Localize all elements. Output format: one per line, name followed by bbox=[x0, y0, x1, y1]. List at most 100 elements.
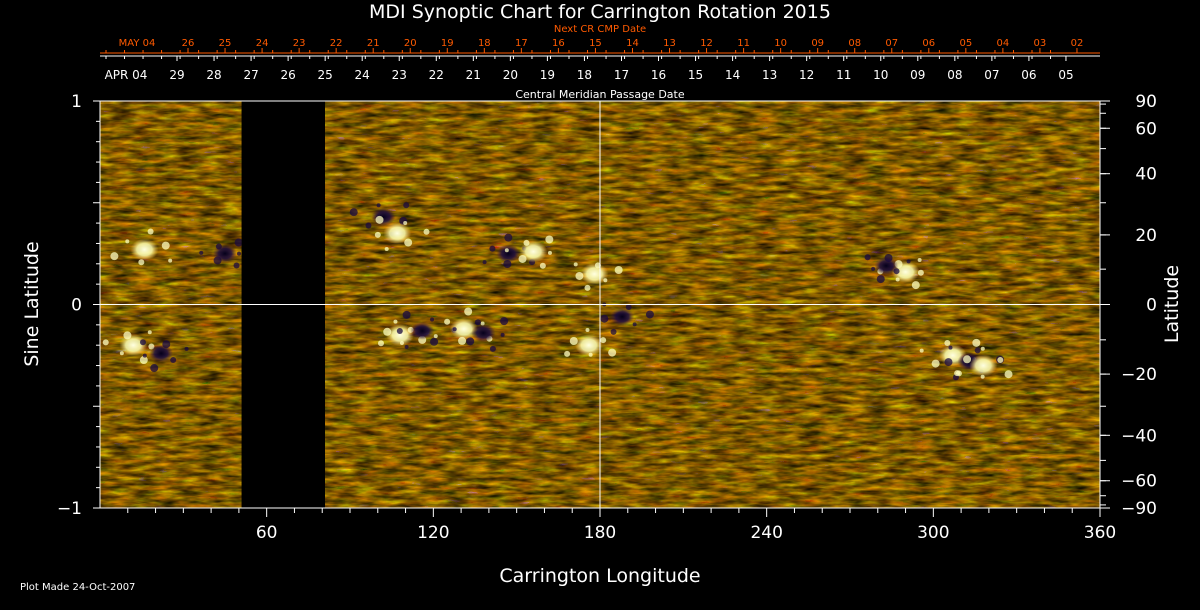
date-axis-label: 14 bbox=[725, 68, 740, 82]
network-dot bbox=[632, 322, 637, 327]
network-dot bbox=[504, 233, 513, 242]
plage-dot bbox=[403, 221, 408, 226]
y-right-tick-label: 0 bbox=[1146, 296, 1157, 316]
plage-dot bbox=[972, 338, 981, 347]
x-tick-label: 60 bbox=[256, 523, 278, 543]
date-axis-label: 07 bbox=[885, 38, 898, 49]
plage-dot bbox=[547, 250, 552, 255]
plage-dot bbox=[895, 277, 900, 282]
network-dot bbox=[142, 353, 147, 358]
negative-flux-region bbox=[874, 256, 899, 275]
date-axis-label: 18 bbox=[478, 38, 491, 49]
date-axis-label: 07 bbox=[984, 68, 999, 82]
network-dot bbox=[500, 332, 505, 337]
date-axis-label: 09 bbox=[811, 38, 824, 49]
plage-dot bbox=[954, 370, 961, 377]
chart-title: MDI Synoptic Chart for Carrington Rotati… bbox=[369, 1, 831, 23]
date-axis-label: 13 bbox=[663, 38, 676, 49]
y-right-tick-label: 40 bbox=[1135, 165, 1157, 185]
plage-dot bbox=[147, 228, 154, 235]
plage-dot bbox=[564, 350, 571, 357]
plage-dot bbox=[997, 356, 1004, 363]
plage-dot bbox=[393, 319, 398, 324]
y-left-tick-label: 1 bbox=[71, 92, 82, 112]
date-axis-label: 17 bbox=[614, 68, 629, 82]
date-axis-label: 14 bbox=[626, 38, 639, 49]
date-axis-label: 10 bbox=[873, 68, 888, 82]
network-dot bbox=[884, 253, 893, 262]
network-dot bbox=[150, 364, 159, 373]
next-cr-date-axis: MAY 04 26 25 24 23 22 21 20 19 18 17 16 15 14 13 12 11 10… bbox=[100, 38, 1100, 54]
network-dot bbox=[403, 202, 410, 209]
plage-dot bbox=[161, 241, 170, 250]
plage-dot bbox=[603, 278, 608, 283]
network-dot bbox=[349, 208, 358, 217]
plage-dot bbox=[594, 262, 601, 269]
date-axis-label: 06 bbox=[1021, 68, 1036, 82]
plage-dot bbox=[147, 330, 152, 335]
negative-flux-region bbox=[610, 307, 635, 326]
plage-dot bbox=[464, 307, 473, 316]
plage-dot bbox=[585, 328, 590, 333]
positive-flux-region bbox=[449, 317, 478, 340]
network-dot bbox=[876, 275, 885, 284]
date-axis-label: 21 bbox=[466, 68, 481, 82]
positive-flux-region bbox=[386, 324, 414, 347]
y-right-tick-label: −60 bbox=[1121, 472, 1157, 492]
network-dot bbox=[237, 251, 241, 256]
plage-dot bbox=[569, 336, 578, 345]
date-axis-label: 23 bbox=[392, 68, 407, 82]
crosshair bbox=[100, 101, 1100, 508]
date-axis-label: 27 bbox=[243, 68, 258, 82]
network-dot bbox=[215, 243, 222, 250]
y-axis-label-left: Sine Latitude bbox=[21, 241, 43, 366]
active-regions bbox=[102, 202, 1013, 381]
plage-dot bbox=[374, 231, 381, 238]
cmp-axis-title: Central Meridian Passage Date bbox=[515, 88, 684, 101]
plage-dot bbox=[911, 281, 920, 290]
positive-flux-region bbox=[130, 238, 159, 261]
y-right-tick-label: −20 bbox=[1121, 365, 1157, 385]
date-axis-label: 25 bbox=[219, 38, 232, 49]
network-dot bbox=[489, 245, 496, 252]
y-right-tick-label: 90 bbox=[1135, 92, 1157, 112]
date-axis-label: 24 bbox=[256, 38, 269, 49]
positive-flux-region bbox=[119, 334, 148, 357]
network-dot bbox=[199, 250, 204, 255]
date-axis-label: 19 bbox=[540, 68, 555, 82]
plage-dot bbox=[1004, 370, 1013, 379]
date-axis-label: 08 bbox=[947, 68, 962, 82]
network-dot bbox=[139, 339, 146, 346]
network-dot bbox=[474, 319, 481, 326]
date-axis-label: 25 bbox=[318, 68, 333, 82]
plage-dot bbox=[123, 331, 132, 340]
date-axis-label: 11 bbox=[836, 68, 851, 82]
x-axis-label: Carrington Longitude bbox=[499, 565, 700, 587]
plage-dot bbox=[138, 259, 145, 266]
date-axis-label: 13 bbox=[762, 68, 777, 82]
y-left-tick-label: 0 bbox=[71, 296, 82, 316]
next-cr-axis-title: Next CR CMP Date bbox=[554, 24, 646, 35]
plage-dot bbox=[139, 356, 148, 365]
date-axis-label: 10 bbox=[774, 38, 787, 49]
date-axis-label: 15 bbox=[589, 38, 602, 49]
plage-dot bbox=[404, 238, 413, 247]
plage-dot bbox=[110, 252, 119, 261]
date-axis-label: 15 bbox=[688, 68, 703, 82]
date-axis-label: 19 bbox=[441, 38, 454, 49]
date-axis-label: 23 bbox=[293, 38, 306, 49]
plage-dot bbox=[545, 235, 554, 244]
date-axis-label: 16 bbox=[552, 38, 565, 49]
network-dot bbox=[170, 357, 177, 364]
network-dot bbox=[864, 254, 871, 261]
plage-dot bbox=[917, 258, 922, 263]
date-axis-label: 20 bbox=[503, 68, 518, 82]
plage-dot bbox=[931, 359, 940, 368]
plage-dot bbox=[980, 374, 985, 379]
network-dot bbox=[430, 337, 439, 346]
negative-flux-region bbox=[410, 321, 435, 340]
network-dot bbox=[974, 347, 981, 354]
x-tick-label: 240 bbox=[750, 523, 782, 543]
y-left-tick-label: −1 bbox=[57, 499, 82, 519]
plage-dot bbox=[584, 284, 591, 291]
